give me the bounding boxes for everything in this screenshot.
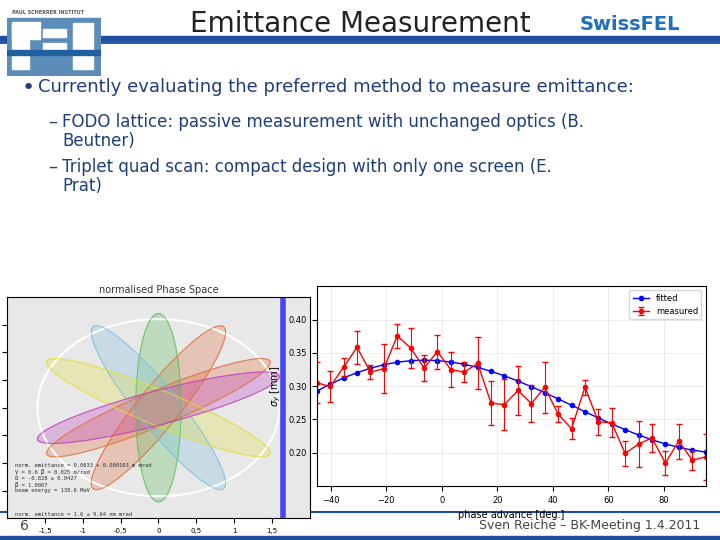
fitted	[688, 447, 696, 454]
Text: Sven Reiche – BK-Meeting 1.4.2011: Sven Reiche – BK-Meeting 1.4.2011	[479, 519, 700, 532]
fitted	[433, 357, 442, 364]
fitted	[513, 378, 522, 384]
Text: Currently evaluating the preferred method to measure emittance:: Currently evaluating the preferred metho…	[38, 78, 634, 96]
Text: Emittance Measurement: Emittance Measurement	[189, 10, 531, 38]
Polygon shape	[47, 359, 270, 457]
Text: FODO lattice: passive measurement with unchanged optics (B.: FODO lattice: passive measurement with u…	[62, 113, 584, 131]
fitted	[648, 436, 657, 443]
Bar	[0, 536, 720, 540]
Text: $d\varepsilon_y$=2e-06,$\beta_y$0=30.500,$\alpha_y$0=0.00160: $d\varepsilon_y$=2e-06,$\beta_y$0=30.500…	[462, 305, 608, 318]
fitted	[580, 408, 589, 415]
Bar	[7, 50, 101, 55]
Polygon shape	[91, 326, 225, 490]
Text: Measurement example:: Measurement example:	[461, 438, 609, 451]
Polygon shape	[91, 326, 225, 490]
Title: normalised Phase Space: normalised Phase Space	[99, 285, 218, 295]
fitted	[353, 369, 361, 376]
Bar	[42, 43, 66, 51]
fitted	[326, 381, 335, 387]
fitted	[406, 357, 415, 364]
Text: –: –	[48, 158, 57, 176]
Text: norm. emittance = 0.0633 + 0.000163 m mrad
γ = 0.6 β = 0.025 m/rad
α = -0.828 ± : norm. emittance = 0.0633 + 0.000163 m mr…	[14, 463, 151, 494]
fitted	[608, 421, 616, 427]
Text: norm. emittance = 1.6 ± 9.64 nm mrad: norm. emittance = 1.6 ± 9.64 nm mrad	[14, 512, 132, 517]
Text: –: –	[48, 113, 57, 131]
Text: Beutner): Beutner)	[62, 132, 135, 150]
Bar	[12, 22, 40, 39]
fitted	[541, 389, 549, 396]
fitted	[420, 357, 428, 363]
fitted	[446, 359, 455, 365]
Text: $\varepsilon_y$=9.24872e-07,$\beta_y$=17.7548,$\alpha_y$=0.158348: $\varepsilon_y$=9.24872e-07,$\beta_y$=17…	[451, 293, 619, 307]
Y-axis label: $\sigma_y$ [mm]: $\sigma_y$ [mm]	[269, 366, 283, 407]
fitted	[393, 359, 402, 366]
fitted	[621, 427, 629, 433]
Polygon shape	[37, 372, 279, 443]
Bar	[42, 29, 66, 37]
fitted	[312, 388, 321, 394]
fitted	[366, 365, 374, 372]
Bar	[73, 23, 94, 69]
fitted	[527, 383, 536, 390]
Text: 6: 6	[20, 519, 29, 533]
fitted	[473, 364, 482, 370]
fitted	[567, 402, 576, 408]
Bar	[7, 18, 101, 76]
fitted	[554, 396, 562, 402]
Text: SwissFEL: SwissFEL	[580, 15, 680, 33]
fitted	[460, 361, 469, 368]
Bar	[0, 36, 720, 40]
Text: Triplet quad scan: compact design with only one screen (E.: Triplet quad scan: compact design with o…	[62, 158, 552, 176]
fitted	[487, 368, 495, 375]
Text: •: •	[22, 78, 35, 98]
Line: fitted: fitted	[315, 358, 708, 454]
Text: Prat): Prat)	[62, 177, 102, 195]
X-axis label: phase advance [deg.]: phase advance [deg.]	[458, 510, 564, 520]
fitted	[379, 361, 388, 368]
Polygon shape	[47, 359, 270, 457]
fitted	[634, 432, 643, 438]
fitted	[701, 449, 710, 455]
Bar	[12, 23, 29, 69]
fitted	[500, 373, 509, 379]
fitted	[594, 415, 603, 421]
Legend: fitted, measured: fitted, measured	[629, 291, 701, 319]
Text: PAUL SCHERRER INSTITUT: PAUL SCHERRER INSTITUT	[12, 10, 84, 15]
fitted	[675, 444, 683, 450]
Polygon shape	[136, 314, 181, 502]
fitted	[661, 441, 670, 447]
fitted	[339, 375, 348, 381]
